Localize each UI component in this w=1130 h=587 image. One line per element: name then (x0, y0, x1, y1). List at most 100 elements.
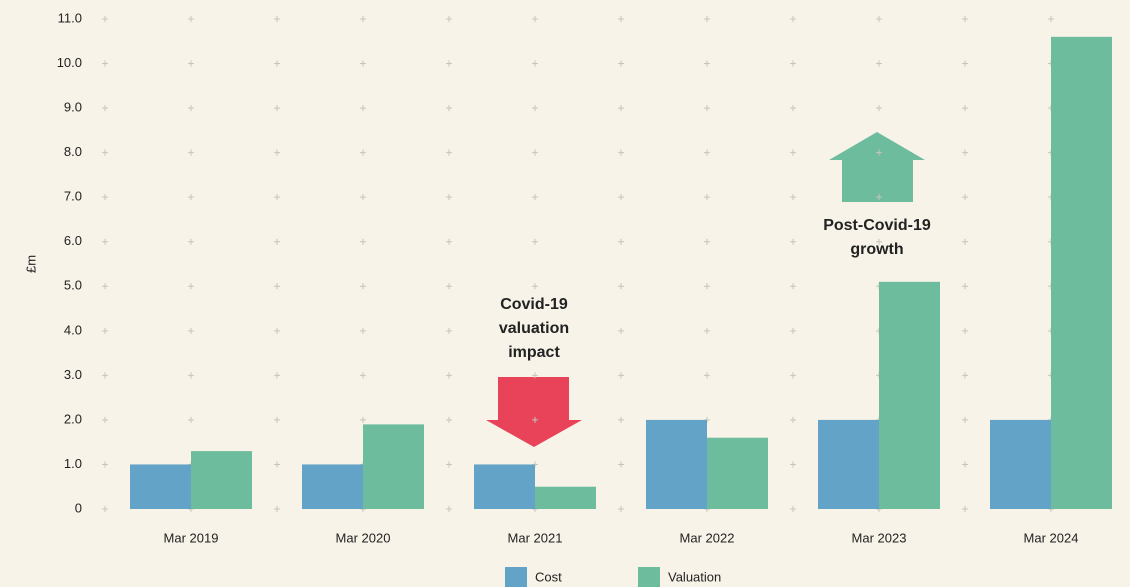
grid-cross (188, 194, 194, 201)
x-tick-label: Mar 2023 (852, 530, 907, 545)
grid-cross (532, 194, 538, 201)
y-tick-label: 3.0 (64, 367, 82, 382)
grid-cross (704, 372, 710, 379)
grid-cross (618, 105, 624, 112)
grid-cross (274, 506, 280, 512)
grid-cross (102, 416, 108, 423)
grid-cross (274, 60, 280, 67)
x-tick-label: Mar 2021 (508, 530, 563, 545)
bar (191, 451, 252, 509)
y-tick-label: 8.0 (64, 144, 82, 159)
grid-cross (188, 105, 194, 112)
grid-cross (360, 238, 366, 245)
grid-cross (790, 238, 796, 245)
grid-cross (1048, 16, 1054, 22)
grid-cross (360, 16, 366, 22)
grid-cross (274, 327, 280, 334)
y-tick-label: 0 (75, 500, 82, 515)
grid-cross (790, 416, 796, 423)
y-tick-label: 7.0 (64, 189, 82, 204)
grid-cross (102, 461, 108, 468)
grid-cross (274, 372, 280, 379)
grid-cross (790, 105, 796, 112)
grid-cross (188, 60, 194, 67)
grid-cross (962, 372, 968, 379)
grid-cross (532, 149, 538, 156)
legend-label: Valuation (668, 569, 721, 584)
grid-cross (790, 149, 796, 156)
grid-cross (876, 16, 882, 22)
grid-cross (618, 461, 624, 468)
grid-cross (532, 372, 538, 379)
y-tick-label: 2.0 (64, 411, 82, 426)
grid-cross (188, 238, 194, 245)
grid-cross (102, 327, 108, 334)
grid-cross (532, 416, 538, 423)
grid-cross (102, 372, 108, 379)
grid-cross (790, 283, 796, 290)
grid-cross (962, 416, 968, 423)
grid-cross (102, 16, 108, 22)
grid-cross (618, 149, 624, 156)
grid-cross (446, 16, 452, 22)
bar (818, 419, 879, 509)
grid-cross (446, 461, 452, 468)
grid-cross (360, 372, 366, 379)
grid-cross (618, 327, 624, 334)
grid-cross (446, 60, 452, 67)
grid-cross (618, 60, 624, 67)
y-tick-label: 1.0 (64, 456, 82, 471)
grid-cross (790, 16, 796, 22)
grid-cross (704, 105, 710, 112)
bar (646, 419, 707, 509)
grid-cross (876, 60, 882, 67)
up-arrow (829, 132, 925, 202)
grid-cross (532, 60, 538, 67)
grid-cross (102, 283, 108, 290)
bar (535, 486, 596, 509)
x-tick-label: Mar 2019 (164, 530, 219, 545)
grid-cross (360, 283, 366, 290)
grid-cross (360, 327, 366, 334)
grid-cross (532, 283, 538, 290)
x-tick-label: Mar 2024 (1024, 530, 1079, 545)
y-tick-label: 11.0 (58, 10, 82, 25)
grid-cross (188, 149, 194, 156)
grid-cross (962, 238, 968, 245)
grid-cross (962, 461, 968, 468)
grid-cross (446, 416, 452, 423)
grid-cross (360, 149, 366, 156)
annotation: Covid-19 (500, 296, 568, 313)
grid-cross (102, 194, 108, 201)
grid-cross (360, 194, 366, 201)
grid-cross (962, 327, 968, 334)
grid-cross (188, 327, 194, 334)
grid-cross (274, 238, 280, 245)
grid-cross (102, 238, 108, 245)
grid-cross (704, 60, 710, 67)
y-tick-label: 6.0 (64, 233, 82, 248)
grid-cross (876, 194, 882, 201)
annotation: valuation (499, 320, 569, 337)
grid-cross (102, 60, 108, 67)
bar (1051, 36, 1112, 510)
bar (990, 419, 1051, 509)
grid-cross (360, 416, 366, 423)
grid-cross (790, 461, 796, 468)
y-tick-label: 4.0 (64, 322, 82, 337)
grid-cross (188, 372, 194, 379)
legend-label: Cost (535, 569, 562, 584)
grid-cross (704, 16, 710, 22)
grid-cross (618, 372, 624, 379)
grid-cross (532, 105, 538, 112)
grid-cross (102, 105, 108, 112)
grid-cross (618, 16, 624, 22)
grid-cross (790, 506, 796, 512)
grid-cross (532, 327, 538, 334)
grid-cross (790, 327, 796, 334)
down-arrow (486, 377, 582, 447)
y-tick-label: 10.0 (57, 55, 82, 70)
bar (879, 281, 940, 509)
legend-swatch (505, 567, 527, 587)
y-tick-label: 9.0 (64, 100, 82, 115)
